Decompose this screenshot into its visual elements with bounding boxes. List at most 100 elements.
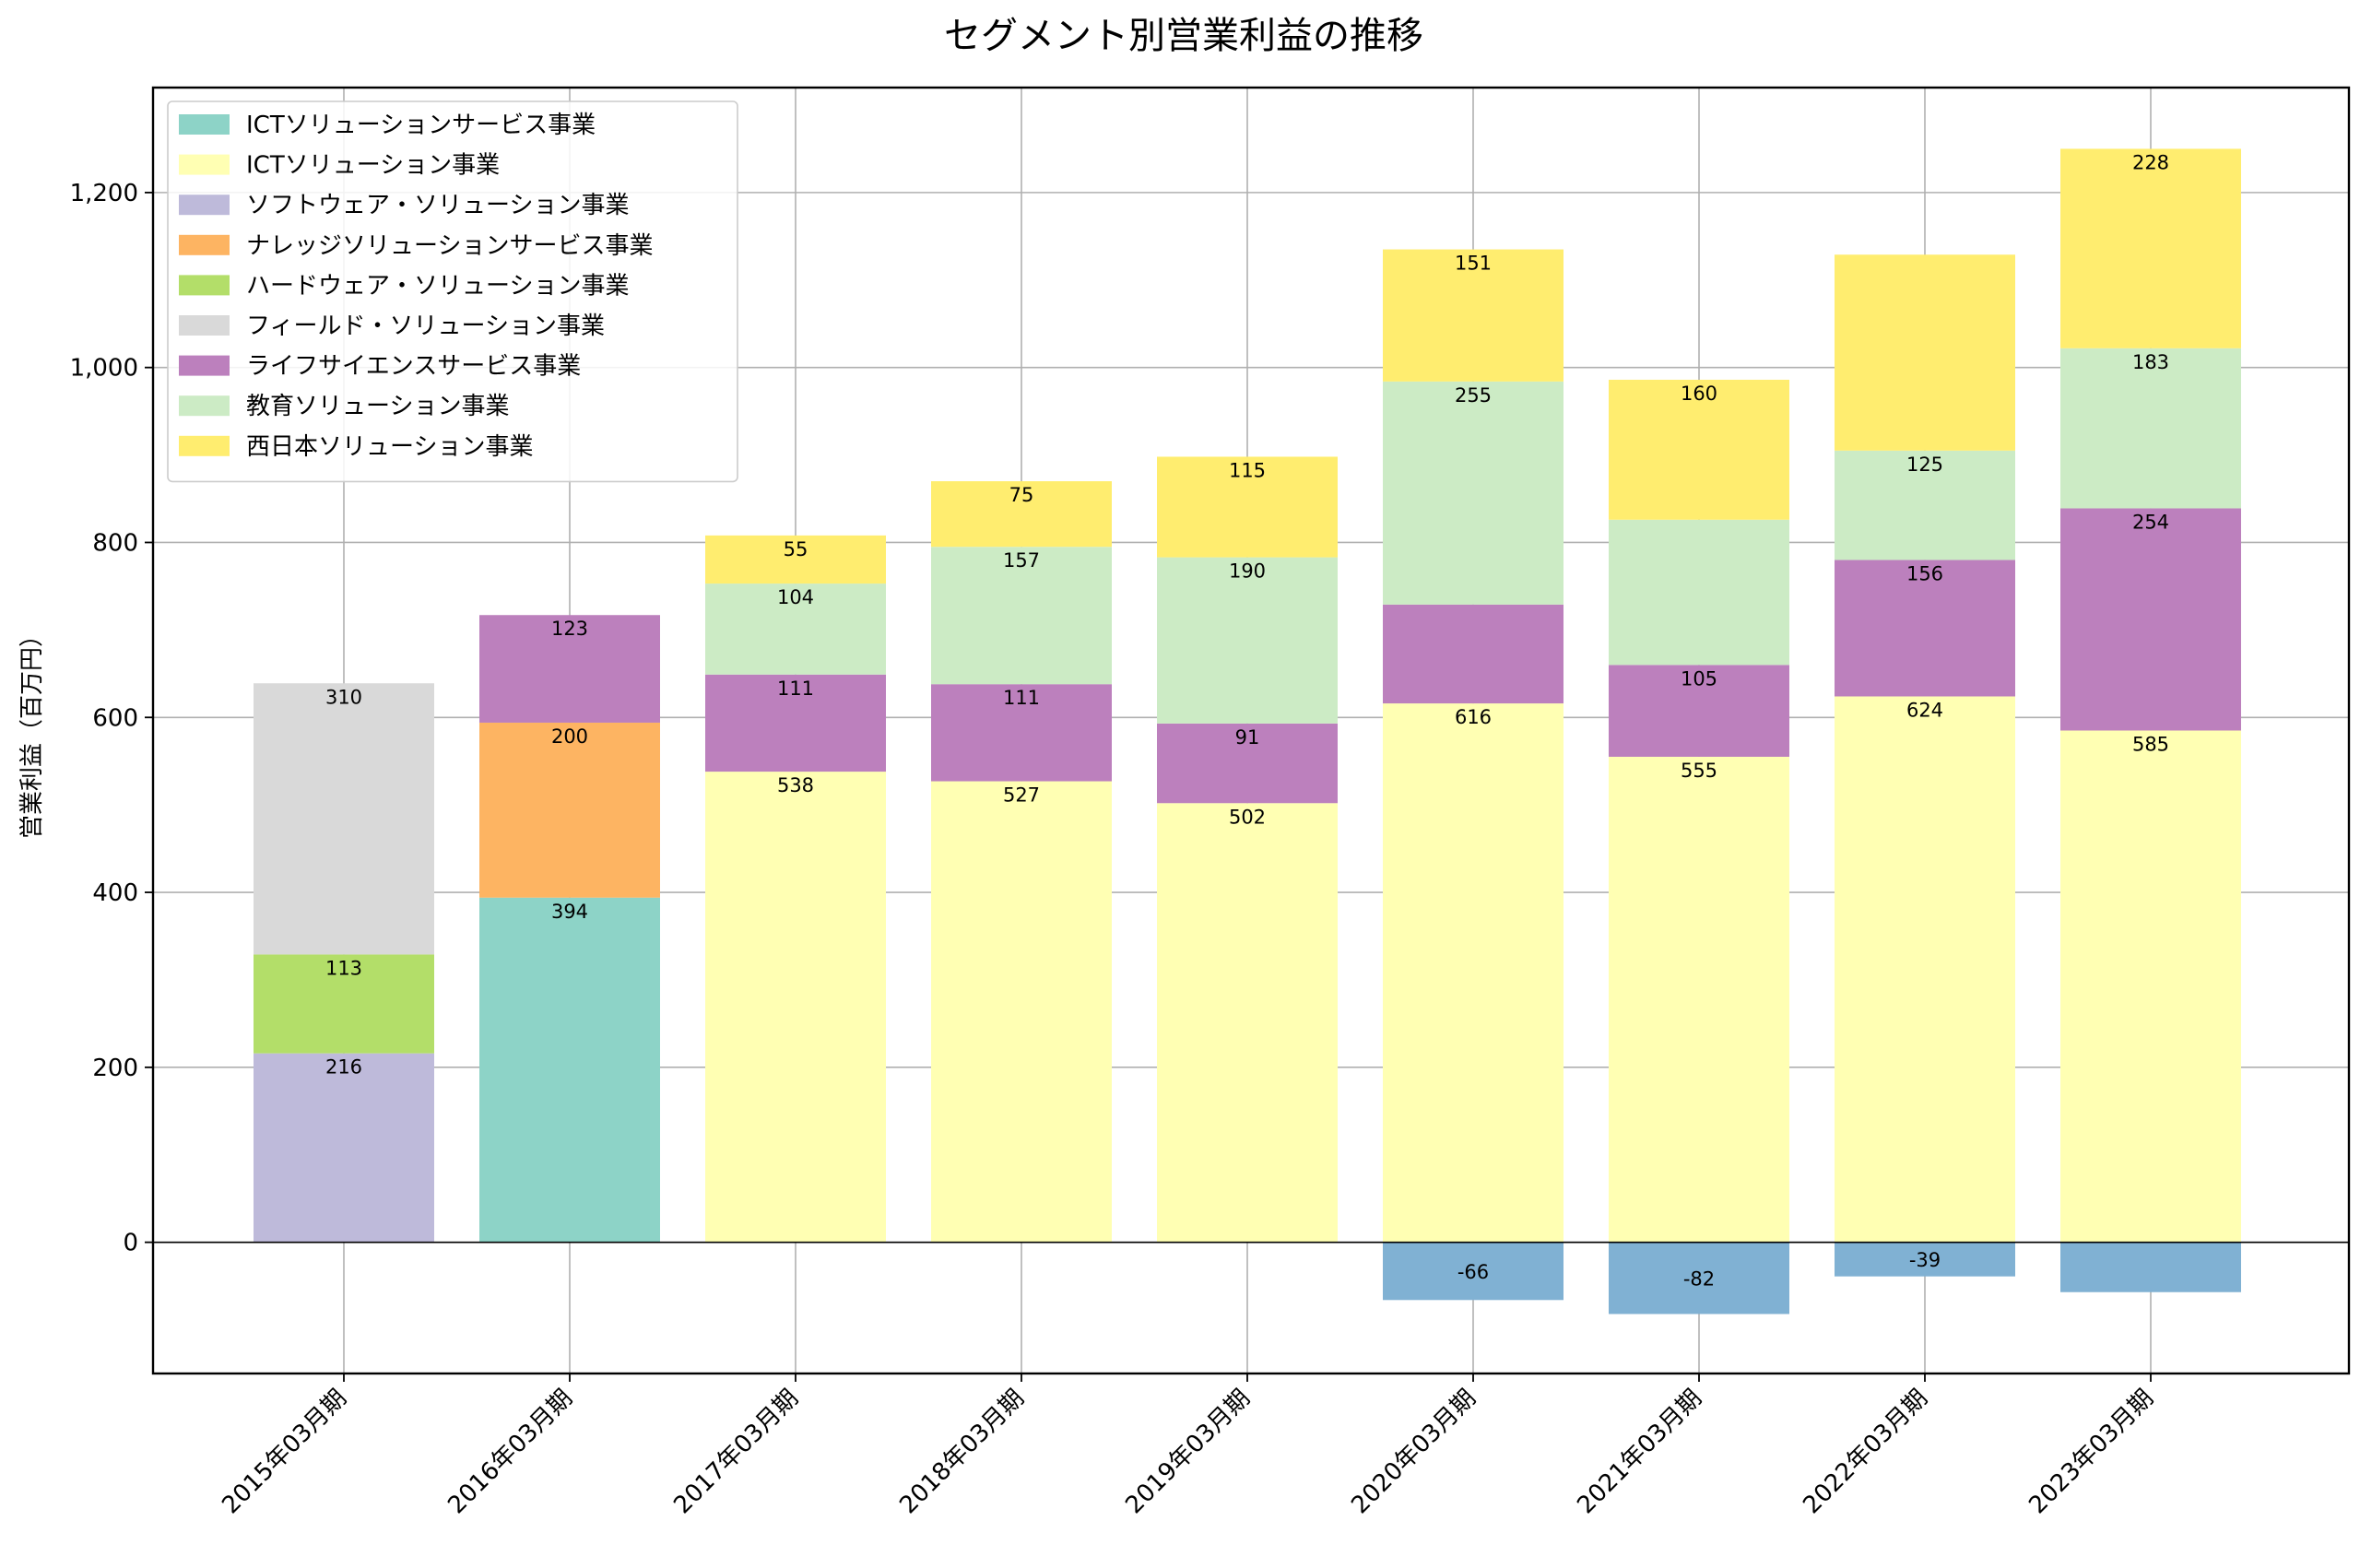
data-label: 585: [2132, 734, 2169, 756]
x-tick-label: 2017年03月期: [668, 1385, 804, 1520]
y-tick-label: 800: [92, 529, 138, 557]
data-label: 200: [551, 725, 588, 748]
bar-segment: [1383, 604, 1564, 704]
y-axis-label: 営業利益（百万円）: [18, 623, 46, 839]
data-label: -66: [1457, 1261, 1489, 1283]
y-tick-label: 200: [92, 1055, 138, 1082]
data-label: 105: [1681, 667, 1717, 690]
bar-segment: [1383, 249, 1564, 382]
data-label: 123: [551, 618, 588, 640]
bar-segment: [1157, 723, 1338, 804]
data-label: 115: [1229, 459, 1266, 481]
bars-group: [254, 148, 2241, 1315]
data-label: 228: [2132, 151, 2169, 173]
legend-box: [167, 100, 738, 483]
legend-label: ナレッジソリューションサービス事業: [246, 232, 653, 260]
bar-segment: [1835, 560, 2015, 697]
bar-segment: [1609, 519, 1789, 666]
legend: ICTソリューションサービス事業 ICTソリューション事業ソフトウェア・ソリューシ…: [167, 100, 738, 483]
bar-segment: [2060, 148, 2241, 348]
bar-segment: [705, 535, 886, 584]
legend-swatch: [179, 275, 230, 296]
y-tick-label: 1,200: [70, 180, 138, 207]
data-label: 527: [1003, 784, 1040, 807]
bar-segment: [254, 954, 434, 1054]
data-label: 190: [1229, 560, 1266, 583]
plot-frame: [151, 86, 2351, 1375]
data-label: 183: [2132, 351, 2169, 373]
legend-swatch: [179, 114, 230, 135]
x-tick-label: 2018年03月期: [894, 1385, 1030, 1520]
bar-segment: [1383, 703, 1564, 1243]
legend-label: ライフサイエンスサービス事業: [246, 353, 581, 381]
bar-segment: [2060, 508, 2241, 731]
bar-segment: [1157, 456, 1338, 558]
x-tick-label: 2015年03月期: [217, 1385, 352, 1520]
bar-segment-negative: [1835, 1242, 2015, 1277]
bar-segment-negative: [2060, 1242, 2241, 1292]
legend-label: ハードウェア・ソリューション事業: [246, 272, 629, 300]
bar-segment: [931, 781, 1112, 1243]
data-label: 111: [1003, 687, 1040, 709]
bar-segment: [479, 897, 660, 1243]
bar-segment: [1383, 381, 1564, 605]
x-tick-label: 2022年03月期: [1798, 1385, 1933, 1520]
data-labels-group: 216 113 310 394 200 123 538 111 104 55 527 111 157 75…: [325, 151, 2169, 1290]
data-label: -39: [1909, 1249, 1941, 1271]
data-label: 254: [2132, 511, 2169, 533]
y-tick-label: 400: [92, 879, 138, 907]
x-tick-label: 2016年03月期: [442, 1385, 578, 1520]
legend-label: ICTソリューション事業: [246, 152, 500, 180]
bar-segment: [254, 1053, 434, 1243]
bar-segment-negative: [1609, 1242, 1789, 1315]
data-label: 111: [777, 678, 814, 700]
bar-segment: [254, 683, 434, 955]
y-tick-label: 0: [123, 1230, 138, 1257]
legend-swatch: [179, 154, 230, 175]
y-tick-label: 600: [92, 704, 138, 732]
legend-label: 西日本ソリューション事業: [246, 433, 533, 461]
legend-swatch: [179, 435, 230, 456]
bar-segment: [705, 674, 886, 772]
bar-segment: [705, 584, 886, 675]
legend-swatch: [179, 355, 230, 376]
data-label: 216: [325, 1056, 362, 1079]
bar-segment: [931, 481, 1112, 548]
data-label: 502: [1229, 806, 1266, 828]
legend-label: ICTソリューションサービス事業: [246, 112, 596, 139]
x-tick-label: 2020年03月期: [1346, 1385, 1481, 1520]
data-label: 156: [1906, 562, 1943, 584]
bar-segment: [1609, 379, 1789, 520]
data-label: 394: [551, 901, 588, 923]
data-label: -82: [1683, 1268, 1715, 1291]
x-tick-label: 2021年03月期: [1572, 1385, 1707, 1520]
legend-swatch: [179, 315, 230, 336]
data-label: 616: [1455, 706, 1492, 728]
x-tick-label: 2019年03月期: [1120, 1385, 1256, 1520]
legend-swatch: [179, 234, 230, 255]
bar-segment: [931, 547, 1112, 685]
bar-segment: [1835, 450, 2015, 560]
data-label: 160: [1681, 383, 1717, 405]
bar-segment: [479, 722, 660, 898]
bar-segment: [931, 684, 1112, 782]
bar-segment: [2060, 730, 2241, 1243]
data-label: 55: [784, 538, 808, 560]
data-label: 104: [777, 586, 814, 608]
legend-label: フィールド・ソリューション事業: [246, 312, 605, 340]
data-label: 75: [1009, 484, 1034, 506]
data-label: 113: [325, 957, 362, 979]
x-tick-label: 2023年03月期: [2024, 1385, 2159, 1520]
bar-segment: [1157, 803, 1338, 1243]
data-label: 255: [1455, 384, 1492, 407]
data-label: 310: [325, 686, 362, 708]
legend-label: 教育ソリューション事業: [246, 393, 509, 420]
data-label: 555: [1681, 760, 1717, 782]
data-label: 91: [1235, 726, 1260, 749]
legend-label: ソフトウェア・ソリューション事業: [246, 192, 629, 219]
bar-segment: [1609, 756, 1789, 1243]
legend-swatch: [179, 395, 230, 417]
chart-title: セグメント別営業利益の推移: [944, 15, 1423, 57]
bar-segment: [1157, 557, 1338, 724]
